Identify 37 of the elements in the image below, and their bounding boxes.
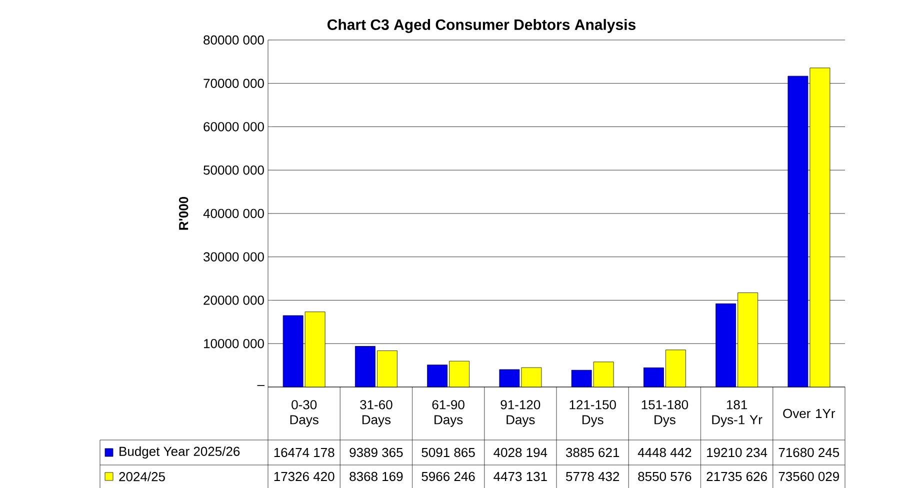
x-tick-label: 181 Dys-1 Yr <box>712 400 762 427</box>
legend-label: Budget Year 2025/26 <box>120 446 240 458</box>
y-tick-label: 80000 000 <box>204 35 264 44</box>
data-label: 21735 626 <box>706 472 767 481</box>
data-label: 4473 131 <box>494 472 547 481</box>
y-tick-label: 20000 000 <box>204 296 264 305</box>
x-tick-label: 91-120 Days <box>500 400 540 427</box>
x-tick-label: 121-150 Dys <box>570 400 616 427</box>
data-label: 4448 442 <box>638 448 692 457</box>
data-label: 9389 365 <box>350 448 403 457</box>
y-tick-label: 50000 000 <box>204 165 264 175</box>
y-tick-label: 10000 000 <box>204 338 264 348</box>
y-axis-title: R'000 <box>178 196 188 230</box>
data-label: 8550 576 <box>638 472 692 481</box>
data-label: 19210 234 <box>707 448 768 457</box>
y-tick-label: – <box>257 385 264 386</box>
data-label: 17326 420 <box>274 472 334 481</box>
data-label: 5966 246 <box>422 472 475 481</box>
chart-title: Chart C3 Aged Consumer Debtors Analysis <box>327 18 636 33</box>
x-tick-label: Over 1Yr <box>783 408 836 418</box>
y-tick-label: 40000 000 <box>203 208 264 218</box>
data-label: 71680 245 <box>778 448 840 457</box>
x-tick-label: 151-180 Dys <box>642 400 688 427</box>
data-label: 5091 865 <box>422 448 475 457</box>
y-tick-label: 70000 000 <box>204 78 264 88</box>
y-tick-label: 60000 000 <box>204 122 264 132</box>
x-tick-label: 31-60 Days <box>360 400 392 427</box>
x-tick-label: 61-90 Days <box>432 400 464 427</box>
data-label: 16474 178 <box>274 448 334 457</box>
legend-label: 2024/25 <box>119 472 165 482</box>
y-tick-label: 30000 000 <box>204 252 264 262</box>
data-label: 73560 029 <box>778 472 839 481</box>
x-tick-label: 0-30 Days <box>290 400 318 427</box>
data-label: 3885 621 <box>566 448 620 457</box>
data-label: 5778 432 <box>566 472 620 481</box>
data-label: 4028 194 <box>494 448 548 457</box>
data-label: 8368 169 <box>350 472 403 481</box>
